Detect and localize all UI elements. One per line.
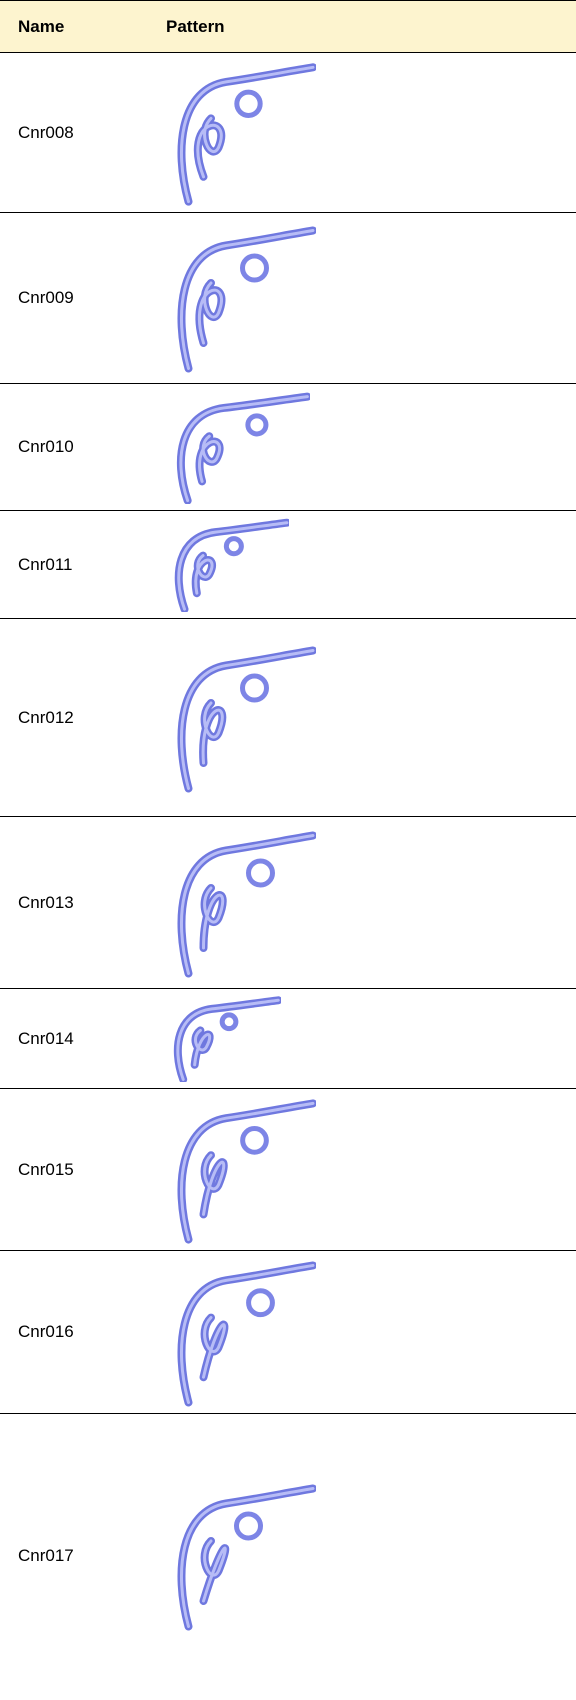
- name-cell: Cnr009: [0, 212, 166, 384]
- ornament-stroke: [197, 281, 223, 345]
- pattern-image: [173, 995, 281, 1082]
- ornament-stroke: [246, 858, 275, 887]
- pattern-cell: [166, 1088, 576, 1251]
- pattern-cell: [166, 618, 576, 817]
- pattern-image: [177, 1098, 316, 1244]
- table-row: Cnr015: [0, 1088, 576, 1251]
- name-cell: Cnr012: [0, 618, 166, 817]
- table-row: Cnr017: [0, 1414, 576, 1699]
- ornament-stroke: [177, 520, 289, 611]
- ornament-stroke: [179, 65, 315, 203]
- header-row: Name Pattern: [0, 0, 576, 53]
- ornament-stroke: [179, 1101, 315, 1241]
- ornament-stroke: [202, 1153, 226, 1216]
- name-cell: Cnr013: [0, 816, 166, 989]
- ornament-stroke: [201, 701, 224, 764]
- pattern-cell: [166, 816, 576, 989]
- table-row: Cnr013: [0, 816, 576, 989]
- ornament-stroke: [194, 553, 214, 595]
- table-row: Cnr014: [0, 988, 576, 1089]
- table-row: Cnr010: [0, 383, 576, 511]
- pattern-image: [177, 1484, 316, 1631]
- name-cell: Cnr014: [0, 988, 166, 1089]
- ornament-stroke: [179, 648, 315, 790]
- ornament-stroke: [176, 998, 280, 1081]
- ornament-stroke: [240, 673, 269, 702]
- ornament-stroke: [234, 1511, 263, 1541]
- pattern-cell: [166, 988, 576, 1089]
- ornament-stroke: [219, 1011, 239, 1031]
- header-cell: Name: [0, 0, 166, 53]
- ornament-stroke: [179, 229, 315, 370]
- table-row: Cnr008: [0, 52, 576, 213]
- ornament-stroke: [202, 886, 225, 949]
- name-cell: Cnr016: [0, 1250, 166, 1414]
- pattern-image: [177, 226, 316, 373]
- ornament-stroke: [202, 1539, 227, 1603]
- ornament-stroke: [223, 535, 244, 556]
- pattern-cell: [166, 52, 576, 213]
- pattern-image: [177, 62, 316, 206]
- name-cell: Cnr017: [18, 1546, 74, 1566]
- pattern-cell: [166, 1250, 576, 1414]
- ornament-stroke: [202, 1315, 226, 1379]
- ornament-stroke: [179, 394, 309, 502]
- ornament-stroke: [246, 1287, 275, 1317]
- table-header: Name Pattern: [0, 0, 576, 53]
- pattern-image: [176, 392, 311, 504]
- table-row: Cnr012: [0, 618, 576, 817]
- pattern-cell: [166, 383, 576, 511]
- ornament-stroke: [240, 253, 269, 283]
- ornament-stroke: [240, 1125, 269, 1155]
- ornament-stroke: [234, 89, 263, 118]
- pattern-cell: [166, 510, 576, 619]
- name-cell: Cnr010: [0, 383, 166, 511]
- ornament-stroke: [196, 116, 223, 178]
- name-cell: Cnr011: [0, 510, 166, 619]
- pattern-image: [177, 831, 316, 977]
- pattern-cell: [166, 1414, 576, 1699]
- table-row: Cnr016: [0, 1250, 576, 1414]
- header-cell: Pattern: [166, 0, 576, 53]
- pattern-image: [177, 646, 316, 792]
- table-body: Cnr008 Cnr009 Cnr010 Cnr011 Cnr012 Cnr013 Cnr0…: [0, 52, 576, 1699]
- name-cell: Cnr008: [0, 52, 166, 213]
- ornament-stroke: [179, 833, 315, 975]
- name-cell: Cnr015: [0, 1088, 166, 1251]
- ornament-stroke: [179, 1263, 315, 1404]
- table-row: Cnr009: [0, 212, 576, 384]
- pattern-image: [174, 518, 290, 612]
- pattern-cell: [166, 212, 576, 384]
- ornament-stroke: [198, 434, 221, 483]
- table-row: Cnr011: [0, 510, 576, 619]
- pattern-image: [177, 1260, 316, 1407]
- ornament-stroke: [179, 1487, 315, 1629]
- ornament-stroke: [245, 412, 269, 436]
- ornament-stroke: [193, 1028, 212, 1066]
